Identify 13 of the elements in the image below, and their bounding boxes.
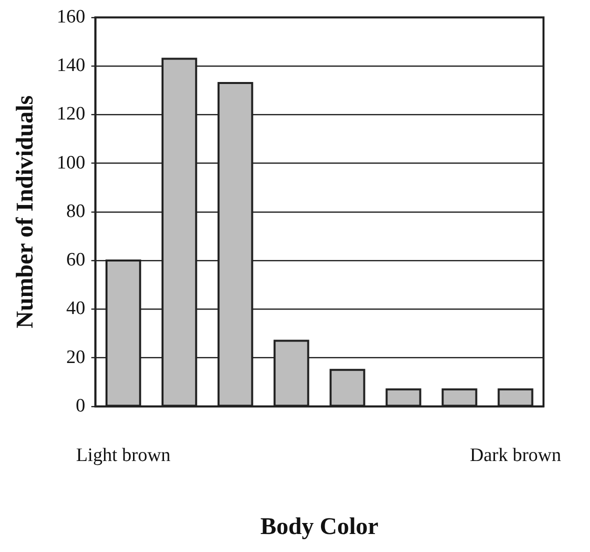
y-tick-label: 140 [56, 55, 86, 76]
y-tick-label: 120 [56, 104, 86, 125]
y-tick-label: 60 [66, 250, 86, 271]
x-axis-title: Body Color [260, 514, 379, 540]
y-tick-label: 160 [56, 6, 86, 28]
x-tick-label: Light brown [76, 444, 172, 466]
y-tick-label: 40 [66, 298, 86, 320]
y-tick-label: 80 [66, 200, 86, 222]
x-tick-label: Dark brown [470, 444, 562, 466]
y-axis-title: Number of Individuals [12, 95, 39, 328]
y-tick-label: 20 [66, 346, 86, 368]
y-tick-label: 0 [76, 395, 86, 416]
y-tick-label: 100 [56, 152, 86, 174]
